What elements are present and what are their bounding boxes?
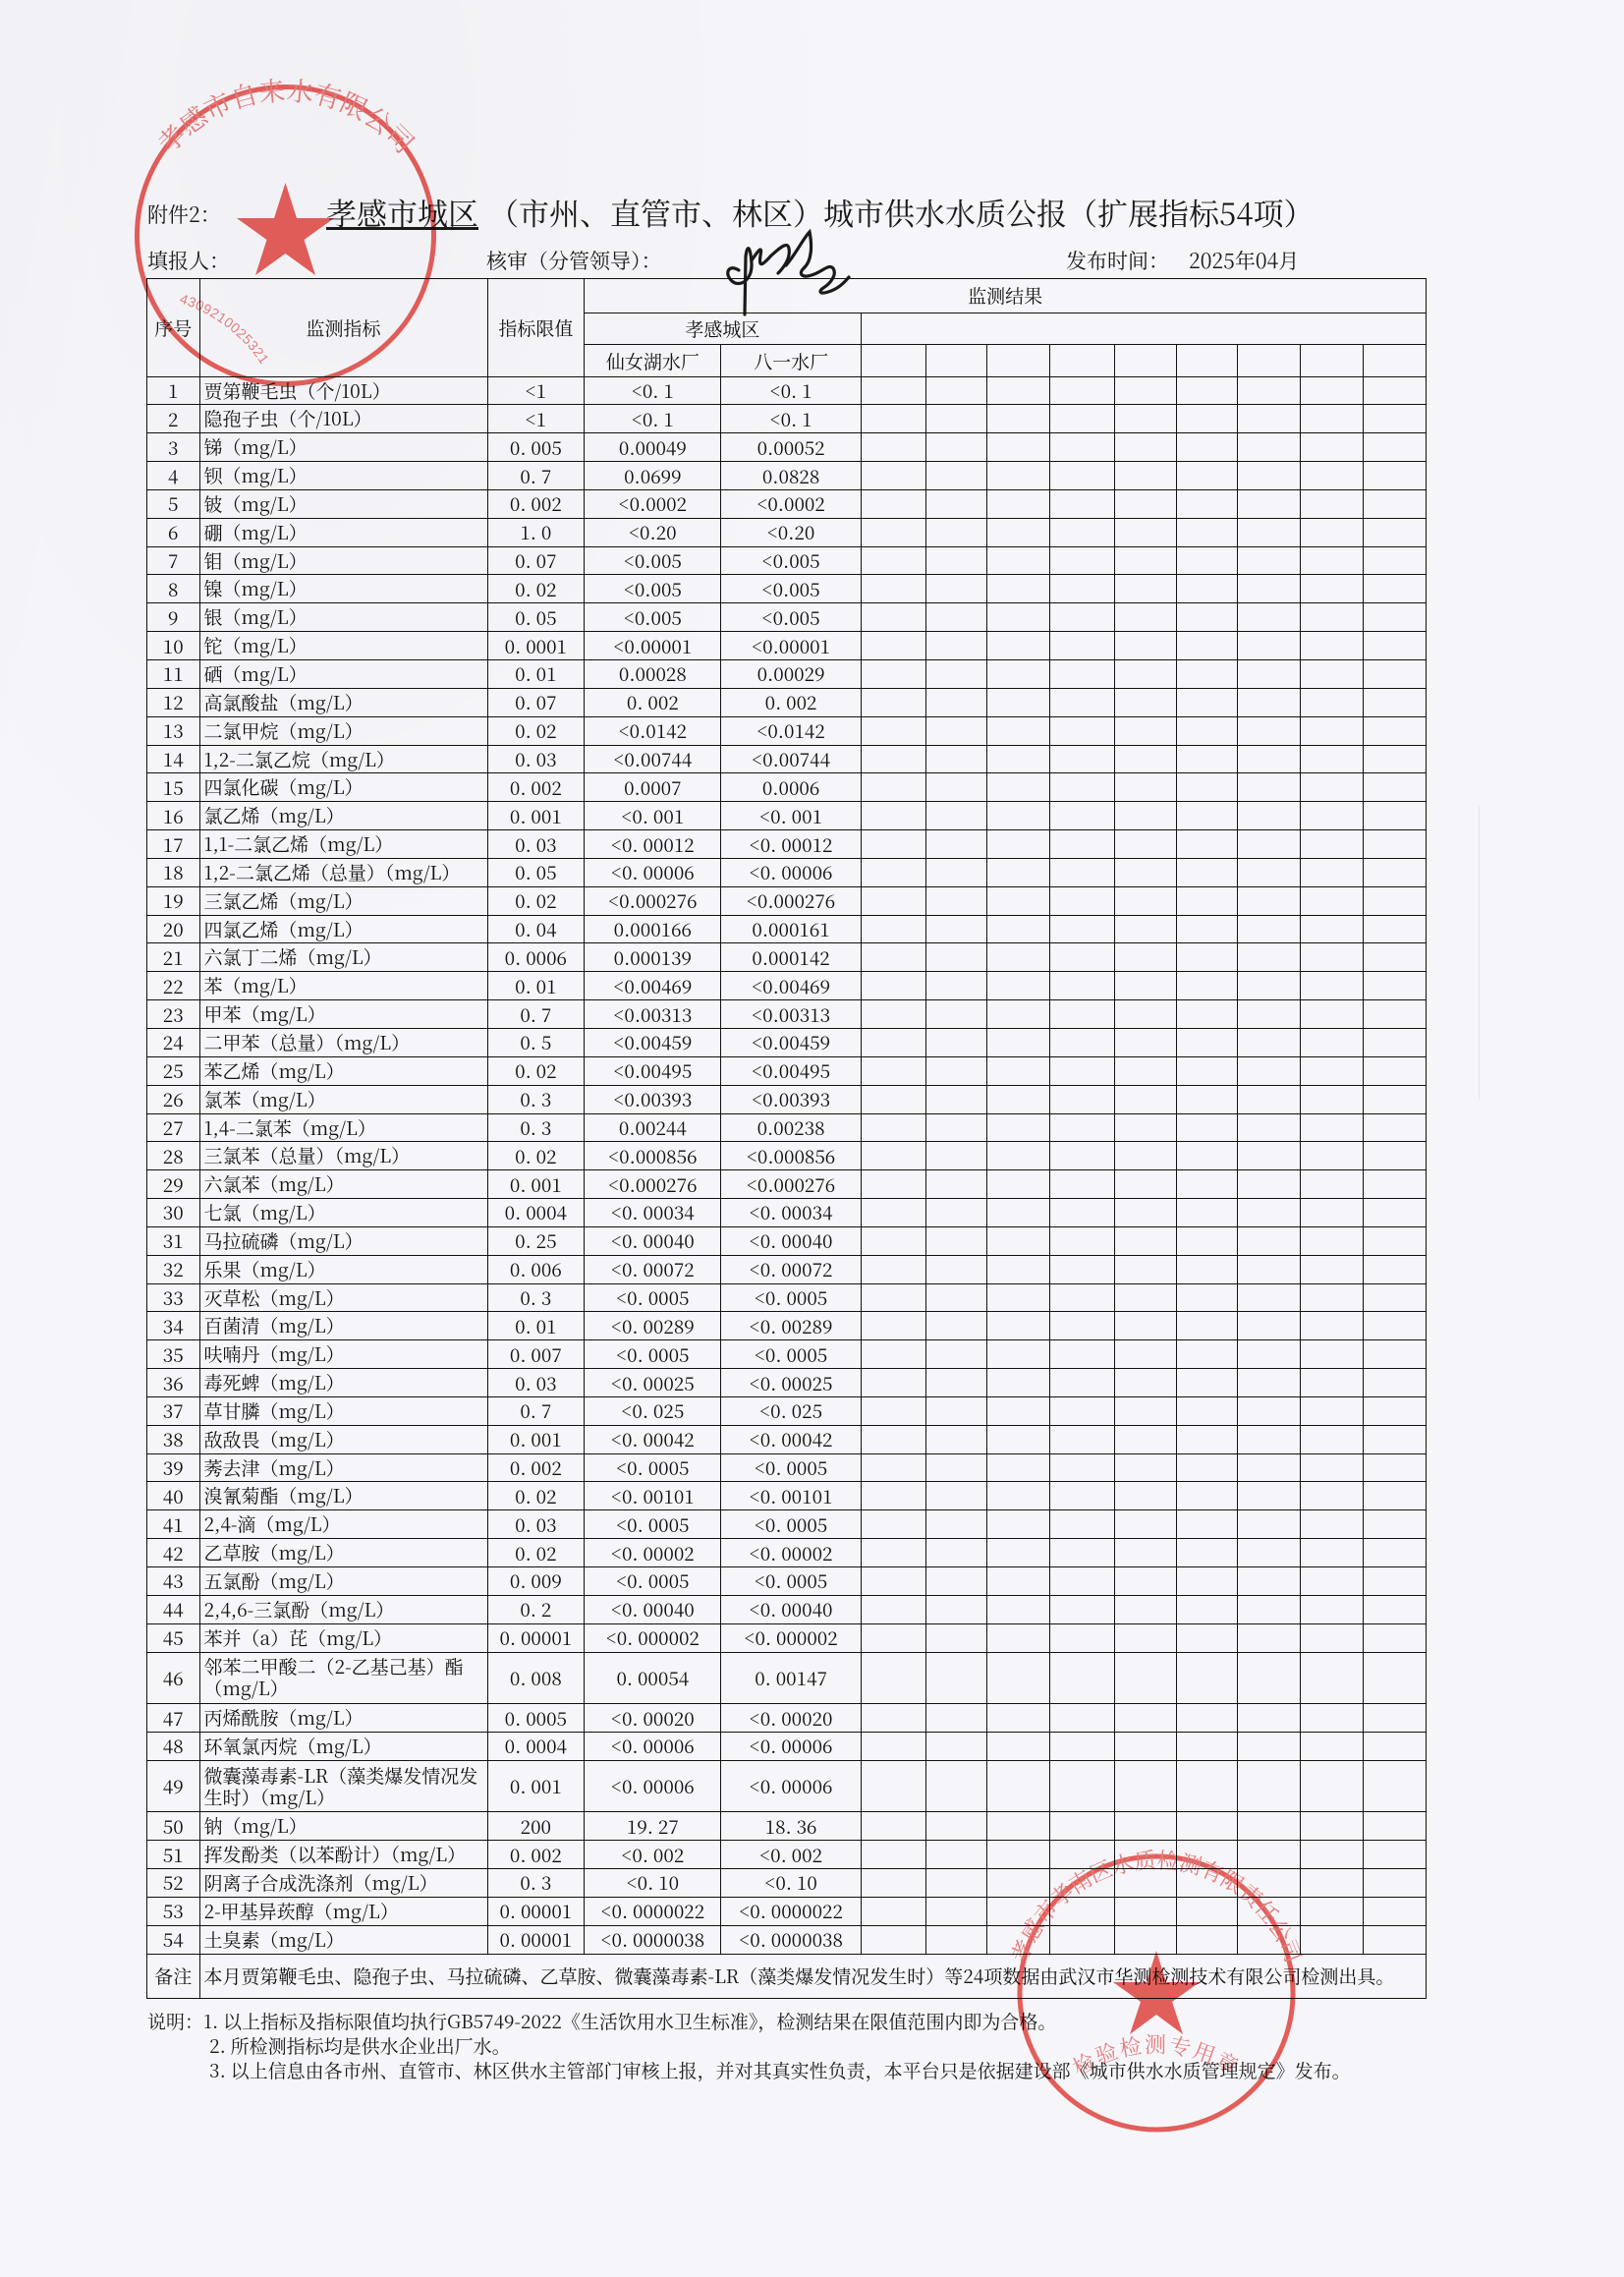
- svg-text:孝感市孝南区水质检测有限责任公司: 孝感市孝南区水质检测有限责任公司: [1008, 1845, 1305, 1966]
- svg-text:检验检测专用章: 检验检测专用章: [1067, 2028, 1246, 2081]
